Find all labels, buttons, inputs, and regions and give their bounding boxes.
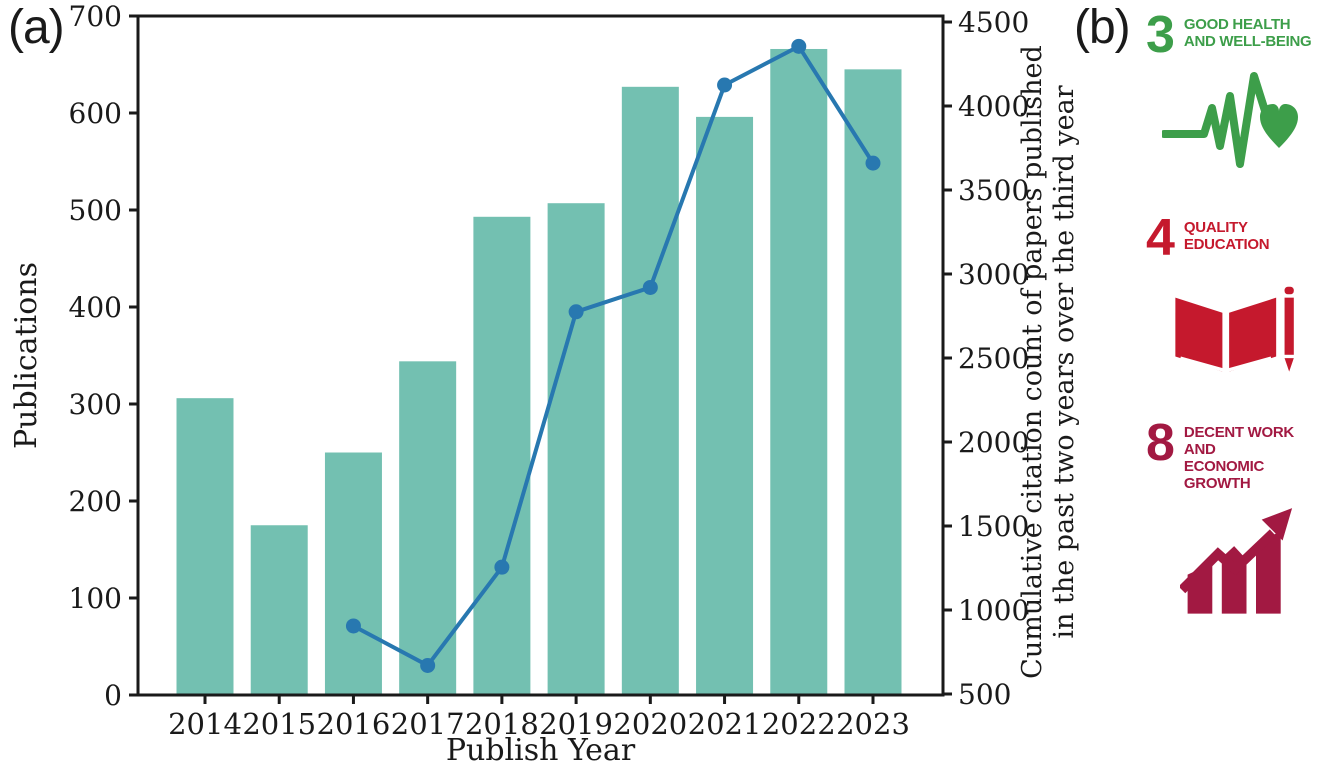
right-tick-label: 4000 xyxy=(958,90,1029,123)
marker-2022 xyxy=(791,38,807,54)
left-tick-label: 700 xyxy=(69,0,122,33)
bar-2017 xyxy=(399,361,457,695)
bar-2023 xyxy=(844,69,902,696)
y-axis-right-label-line1: Cumulative citation count of papers publ… xyxy=(1017,45,1048,679)
x-tick-label: 2014 xyxy=(168,707,242,741)
bar-2014 xyxy=(176,398,234,695)
marker-2019 xyxy=(568,304,584,320)
left-tick-label: 200 xyxy=(69,485,122,518)
marker-2017 xyxy=(420,657,436,673)
panel-a-label: (a) xyxy=(8,1,65,54)
left-tick-label: 500 xyxy=(69,194,122,227)
bar-2022 xyxy=(770,48,828,696)
right-tick-label: 4500 xyxy=(958,6,1029,39)
sdg-3-number: 3 xyxy=(1146,6,1175,64)
right-tick-label: 500 xyxy=(958,678,1011,711)
left-tick-label: 400 xyxy=(69,291,122,324)
marker-2020 xyxy=(642,279,658,295)
x-tick-label: 2016 xyxy=(317,707,391,741)
marker-2021 xyxy=(717,77,733,93)
sdg-4-header: 4 QUALITY EDUCATION xyxy=(1146,209,1326,267)
marker-2023 xyxy=(865,155,881,171)
left-tick-label: 0 xyxy=(104,679,122,712)
marker-2018 xyxy=(494,559,510,575)
x-tick-label: 2018 xyxy=(465,707,539,741)
heartbeat-heart-icon xyxy=(1162,70,1326,174)
left-tick-label: 300 xyxy=(69,388,122,421)
right-tick-label: 2000 xyxy=(958,426,1029,459)
bar-2021 xyxy=(696,116,754,695)
sdg-3-title: GOOD HEALTH AND WELL-BEING xyxy=(1183,16,1312,50)
marker-2016 xyxy=(345,618,361,634)
sdg-3-header: 3 GOOD HEALTH AND WELL-BEING xyxy=(1146,6,1326,64)
sdg-4-number: 4 xyxy=(1146,209,1175,267)
x-axis-label: Publish Year xyxy=(446,733,636,767)
x-tick-label: 2023 xyxy=(836,707,910,741)
sdg-goal-8-block: 8 DECENT WORK AND ECONOMIC GROWTH xyxy=(1146,414,1326,614)
citations-line xyxy=(352,44,875,668)
left-tick-label: 600 xyxy=(69,97,122,130)
sdg-goal-4-block: 4 QUALITY EDUCATION xyxy=(1146,209,1326,383)
bar-2019 xyxy=(547,203,605,695)
left-tick-label: 100 xyxy=(69,582,122,615)
bar-2016 xyxy=(324,452,382,695)
right-tick-label: 3000 xyxy=(958,258,1029,291)
right-tick-label: 2500 xyxy=(958,342,1029,375)
panel-b-label: (b) xyxy=(1074,1,1131,54)
sdg-8-title: DECENT WORK AND ECONOMIC GROWTH xyxy=(1183,424,1294,492)
x-tick-label: 2015 xyxy=(242,707,316,741)
x-tick-label: 2021 xyxy=(688,707,762,741)
open-book-pencil-icon xyxy=(1172,277,1326,383)
sdg-goal-3-block: 3 GOOD HEALTH AND WELL-BEING xyxy=(1146,6,1326,174)
plot-frame xyxy=(136,14,945,697)
y-axis-right-label-line2: in the past two years over the third yea… xyxy=(1049,85,1080,638)
right-tick-label: 1500 xyxy=(958,510,1029,543)
x-tick-label: 2020 xyxy=(613,707,687,741)
bar-2018 xyxy=(473,216,531,696)
sdg-4-title: QUALITY EDUCATION xyxy=(1183,219,1270,253)
y-axis-left-label: Publications xyxy=(9,262,44,449)
bar-2015 xyxy=(250,525,308,695)
publications-bars xyxy=(176,48,902,696)
x-tick-label: 2017 xyxy=(391,707,465,741)
growth-chart-arrow-icon xyxy=(1180,504,1326,614)
right-tick-label: 3500 xyxy=(958,174,1029,207)
right-tick-label: 1000 xyxy=(958,594,1029,627)
x-tick-label: 2019 xyxy=(539,707,613,741)
sdg-8-number: 8 xyxy=(1146,414,1175,472)
x-tick-label: 2022 xyxy=(762,707,836,741)
bar-2020 xyxy=(621,86,679,695)
sdg-8-header: 8 DECENT WORK AND ECONOMIC GROWTH xyxy=(1146,414,1326,492)
